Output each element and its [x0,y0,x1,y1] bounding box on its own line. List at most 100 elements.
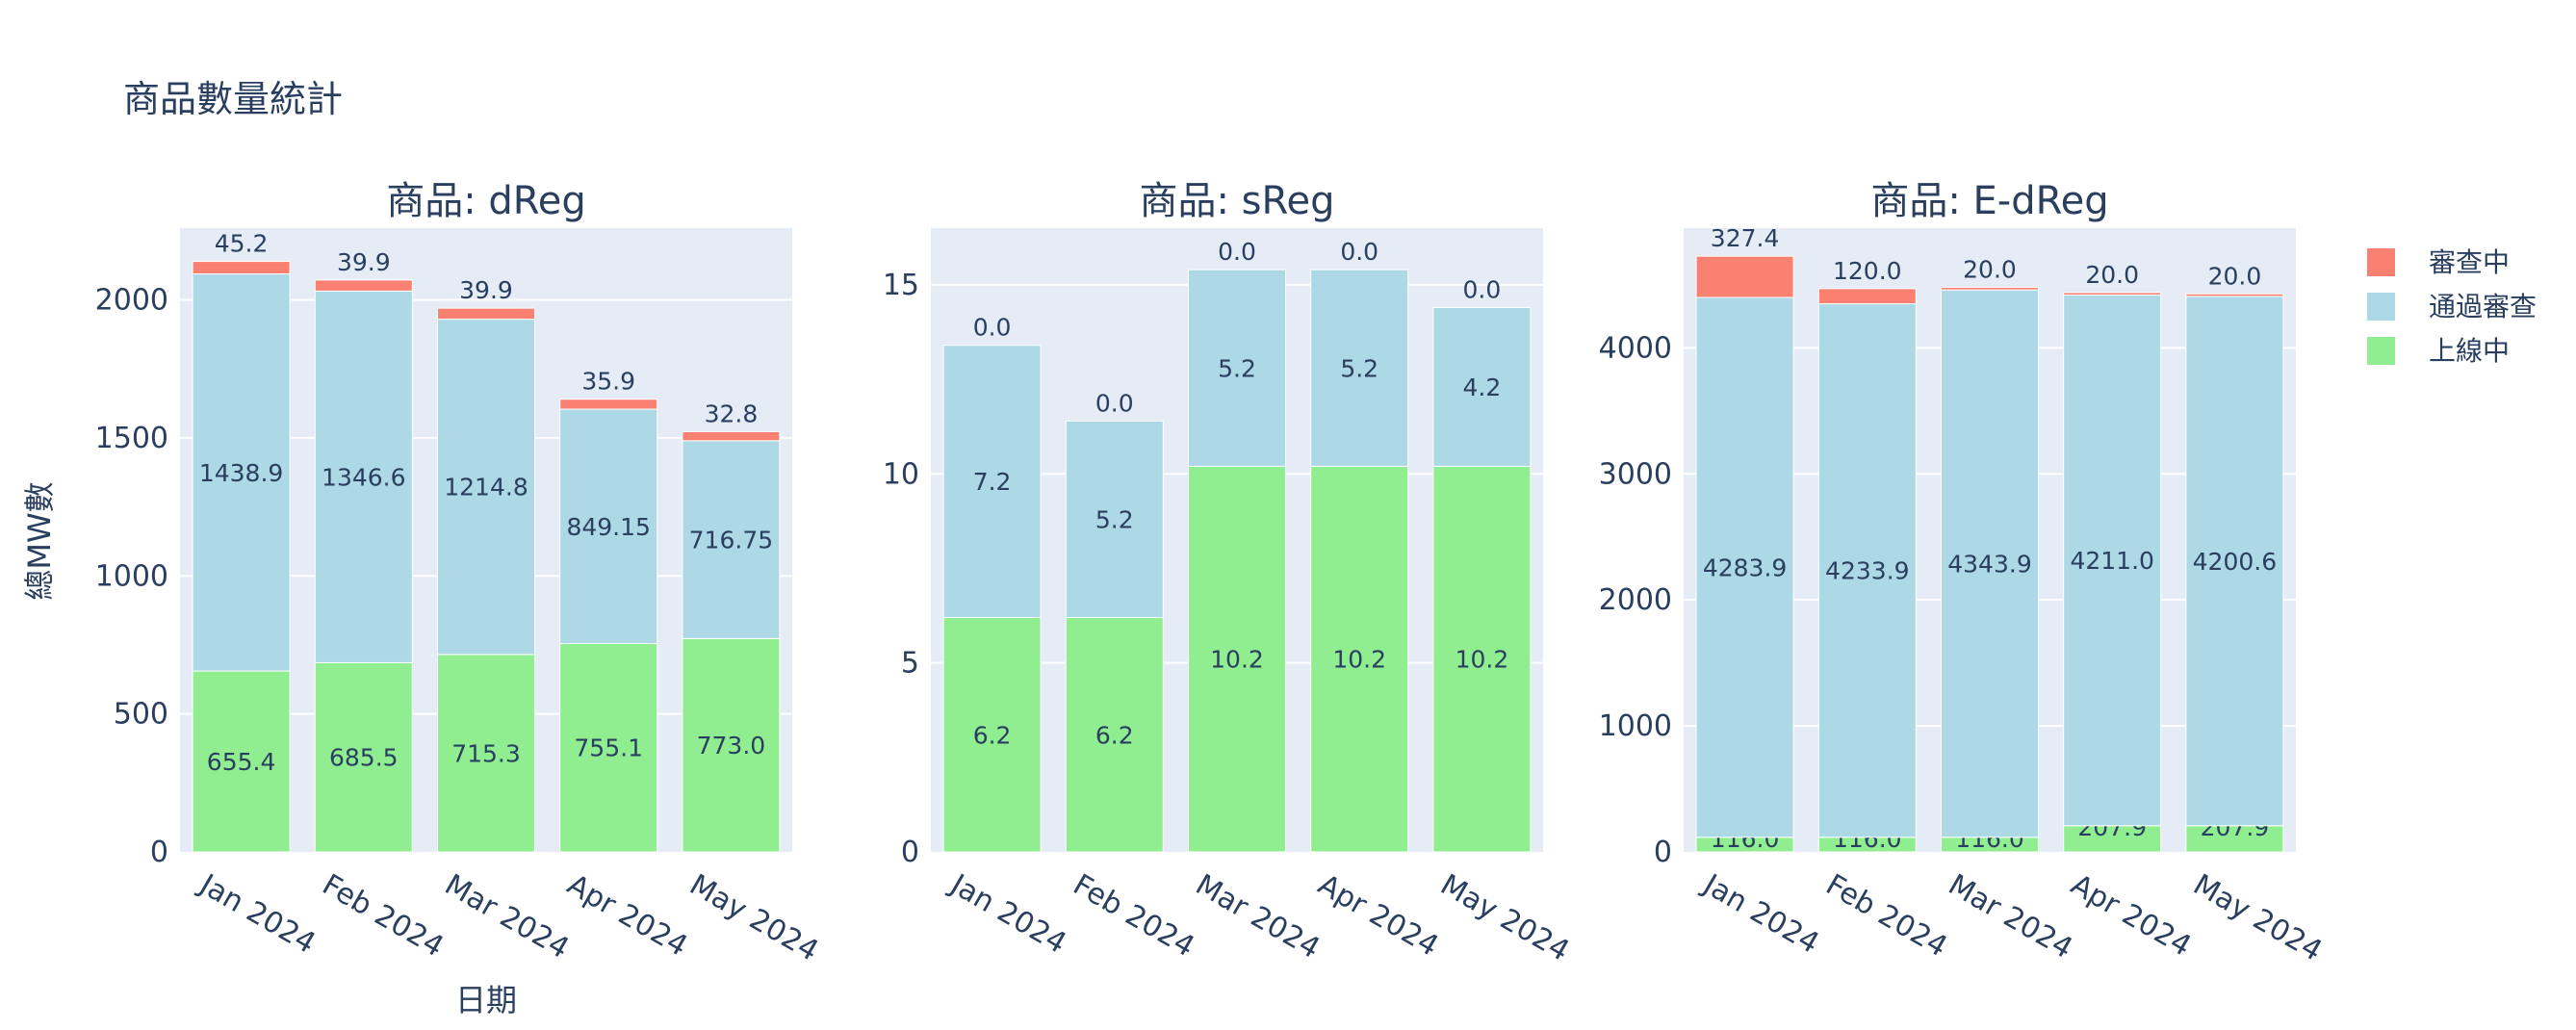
x-tick-label: Mar 2024 [439,868,575,966]
legend-swatch [2367,293,2395,321]
data-label: 10.2 [1332,646,1386,674]
bar-segment [1695,296,1794,838]
x-tick-label: Jan 2024 [1696,867,1825,961]
x-tick-label: Mar 2024 [1943,868,2078,966]
bar-segment [682,430,781,442]
x-tick-label: Feb 2024 [317,868,450,965]
data-label: 5.2 [1218,354,1256,382]
bar-segment [192,670,291,853]
panel-2: 0 5 10 15 商品: sReg 6.2 7.2 0.0 Jan 2024 6.2 5.2 0.0… [883,179,1575,968]
bar-segment [314,661,413,853]
legend-item[interactable]: 審查中 [2367,246,2510,278]
panel-1: 0 500 1000 1500 2000 商品: dReg 655.4 1438.9 45.2 J… [95,179,824,968]
data-label: 0.0 [1463,275,1502,303]
data-label: 849.15 [566,513,650,541]
bar-segment [1941,287,2039,291]
bar-segment [192,273,291,672]
x-tick-label: Apr 2024 [2065,868,2197,964]
y-tick-label: 500 [114,698,168,732]
data-label: 4283.9 [1703,554,1787,581]
bar-segment [2185,296,2284,827]
bar-segment [437,654,535,853]
data-label: 755.1 [574,734,643,762]
y-axis-title: 總MW數 [21,481,58,600]
x-tick-label: Mar 2024 [1190,868,1326,966]
x-tick-label: Jan 2024 [943,867,1072,961]
bar-segment [1188,269,1286,467]
bar-segment [2185,293,2284,297]
bar-segment [1432,306,1532,467]
x-tick-label: Apr 2024 [1312,868,1444,964]
y-tick-label: 2000 [1599,583,1672,617]
legend-label: 上線中 [2429,335,2510,367]
data-label: 0.0 [1218,238,1256,266]
y-tick-label: 4000 [1599,331,1672,365]
bar-segment [1695,255,1794,298]
panel-title: 商品: sReg [1139,179,1334,223]
bar-segment [1188,465,1286,853]
data-label: 0.0 [1340,238,1378,266]
bar-segment [1941,289,2039,838]
bar-segment [1310,465,1409,853]
data-label: 20.0 [1963,256,2017,284]
y-tick-label: 2000 [95,284,168,318]
legend-item[interactable]: 通過審查 [2367,291,2537,322]
data-label: 685.5 [329,744,399,772]
chart-title: 商品數量統計 [123,78,343,120]
bar-segment [2063,292,2162,296]
y-tick-label: 0 [150,836,168,869]
y-tick-label: 5 [901,647,919,681]
bar-segment [559,408,658,644]
y-tick-label: 1000 [1599,709,1672,743]
x-tick-label: May 2024 [2187,868,2328,968]
bar-segment [559,399,658,410]
bar-segment [2063,825,2162,853]
data-label: 32.8 [705,399,759,427]
data-label: 4211.0 [2070,547,2153,575]
data-label: 10.2 [1455,646,1509,674]
y-tick-label: 0 [901,836,919,869]
bar-segment [942,345,1042,619]
data-label: 4343.9 [1947,550,2031,578]
data-label: 1438.9 [199,459,283,487]
legend-item[interactable]: 上線中 [2367,335,2510,367]
data-label: 45.2 [215,230,269,258]
legend-label: 審查中 [2429,246,2510,278]
y-tick-label: 3000 [1599,457,1672,491]
data-label: 6.2 [1095,721,1134,749]
y-tick-label: 1500 [95,422,168,455]
legend-swatch [2367,248,2395,276]
x-tick-label: Apr 2024 [561,868,693,964]
data-label: 35.9 [581,368,635,396]
data-label: 4200.6 [2193,548,2277,576]
bar-segment [1817,288,1917,305]
data-label: 10.2 [1210,646,1264,674]
data-label: 0.0 [973,314,1012,342]
data-label: 5.2 [1340,354,1378,382]
data-label: 1346.6 [322,463,405,491]
x-axis-title: 日期 [455,982,517,1018]
bar-segment [437,307,535,321]
data-label: 0.0 [1095,389,1134,417]
data-label: 20.0 [2208,262,2262,290]
data-label: 655.4 [207,748,276,776]
data-label: 1214.8 [444,474,528,502]
data-label: 773.0 [697,732,766,760]
data-label: 20.0 [2085,261,2139,289]
x-tick-label: May 2024 [1434,868,1575,968]
data-label: 7.2 [973,468,1012,496]
data-label: 327.4 [1711,224,1780,252]
y-tick-label: 15 [883,269,919,302]
y-tick-label: 10 [883,457,919,491]
data-label: 120.0 [1833,257,1902,285]
bar-segment [2185,825,2284,853]
data-label: 39.9 [459,276,513,304]
y-tick-label: 1000 [95,559,168,593]
legend-swatch [2367,337,2395,365]
bar-segment [314,290,413,663]
bar-segment [559,642,658,853]
x-tick-label: Feb 2024 [1068,868,1200,965]
